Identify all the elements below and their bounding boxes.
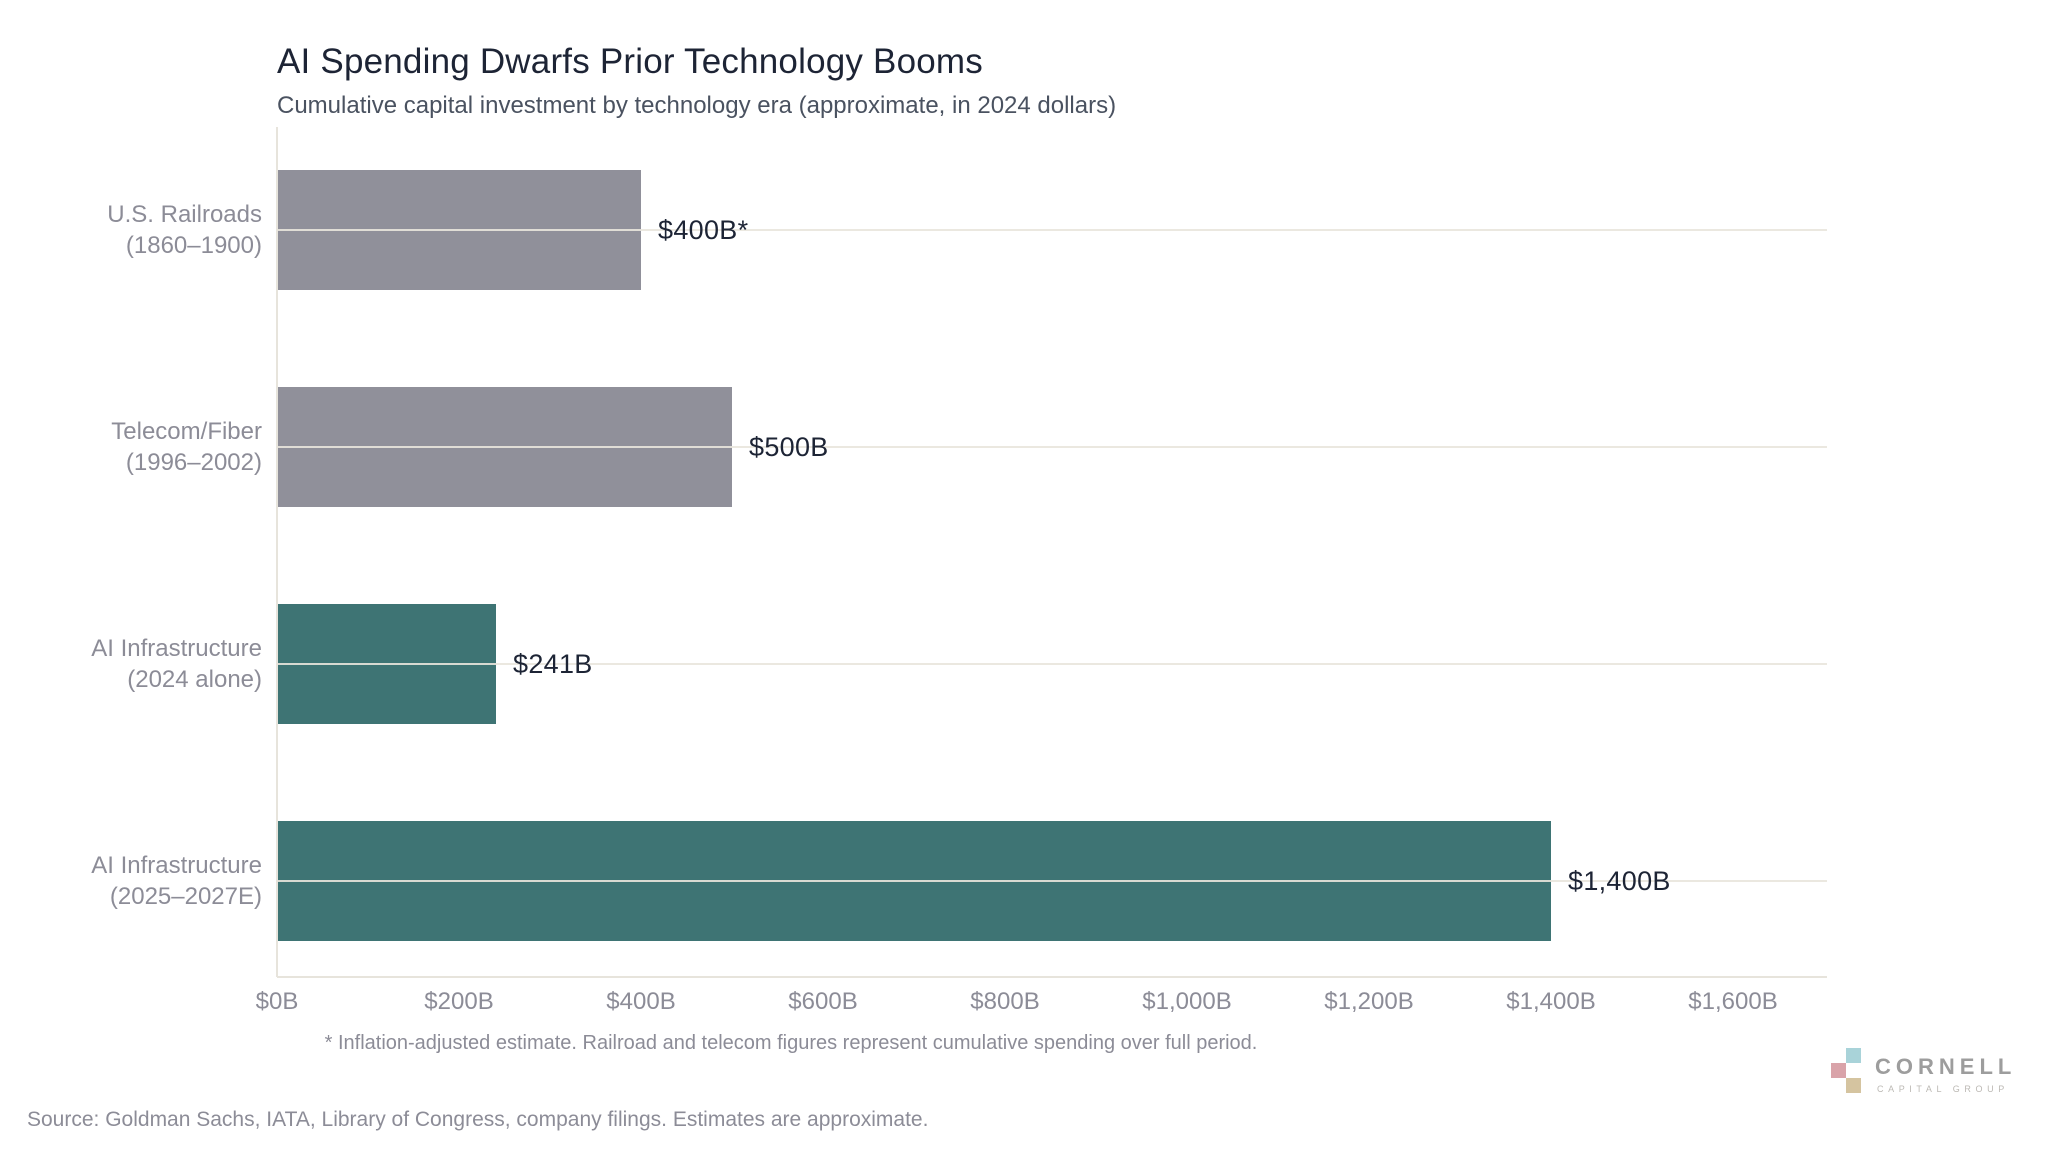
- logo-square-tan: [1846, 1078, 1861, 1093]
- x-axis-tick-label: $800B: [970, 988, 1040, 1015]
- category-label-line1: AI Infrastructure: [91, 635, 262, 662]
- category-label-line1: U.S. Railroads: [107, 201, 262, 228]
- logo-square-blue: [1846, 1048, 1861, 1063]
- category-label-line1: Telecom/Fiber: [111, 418, 262, 445]
- x-axis-tick-label: $1,600B: [1688, 988, 1778, 1015]
- x-axis-tick-label: $1,200B: [1324, 988, 1414, 1015]
- category-label: Telecom/Fiber (1996–2002): [0, 416, 262, 478]
- chart-title: AI Spending Dwarfs Prior Technology Boom…: [277, 42, 983, 81]
- logo-square-pink: [1831, 1063, 1846, 1078]
- x-axis-line: [277, 976, 1827, 978]
- category-label-line2: (1860–1900): [125, 232, 262, 259]
- category-label-line1: AI Infrastructure: [91, 852, 262, 879]
- source-attribution: Source: Goldman Sachs, IATA, Library of …: [27, 1108, 929, 1131]
- cornell-capital-logo: CORNELL CAPITAL GROUP: [1831, 1048, 2016, 1094]
- bar-value-label: $241B: [513, 648, 593, 679]
- gridline: [277, 229, 1827, 231]
- category-label-row: AI Infrastructure (2024 alone): [0, 604, 262, 724]
- gridline: [277, 880, 1827, 882]
- bar-value-label: $400B*: [658, 214, 749, 245]
- chart-subtitle: Cumulative capital investment by technol…: [277, 92, 1117, 119]
- x-axis-tick-label: $400B: [606, 988, 676, 1015]
- x-axis-tick-label: $1,000B: [1142, 988, 1232, 1015]
- bar-value-label: $1,400B: [1568, 865, 1671, 896]
- category-label: AI Infrastructure (2025–2027E): [0, 850, 262, 912]
- x-axis-tick-label: $600B: [788, 988, 858, 1015]
- category-label: AI Infrastructure (2024 alone): [0, 633, 262, 695]
- chart-footnote: * Inflation-adjusted estimate. Railroad …: [324, 1032, 1258, 1054]
- logo-text: CORNELL CAPITAL GROUP: [1875, 1048, 2016, 1094]
- logo-tagline: CAPITAL GROUP: [1877, 1084, 2009, 1094]
- logo-squares-icon: [1831, 1048, 1861, 1094]
- category-label-line2: (2025–2027E): [109, 883, 262, 910]
- y-axis-line: [276, 127, 278, 977]
- x-axis-tick-label: $0B: [255, 988, 299, 1015]
- gridline: [277, 446, 1827, 448]
- category-label-line2: (1996–2002): [125, 449, 262, 476]
- category-label-row: Telecom/Fiber (1996–2002): [0, 387, 262, 507]
- category-label: U.S. Railroads (1860–1900): [0, 199, 262, 261]
- gridline: [277, 663, 1827, 665]
- category-label-line2: (2024 alone): [127, 666, 262, 693]
- x-axis-tick-label: $1,400B: [1506, 988, 1596, 1015]
- bar-value-label: $500B: [749, 431, 829, 462]
- category-label-row: AI Infrastructure (2025–2027E): [0, 821, 262, 941]
- category-label-row: U.S. Railroads (1860–1900): [0, 170, 262, 290]
- logo-name: CORNELL: [1875, 1054, 2017, 1079]
- x-axis-tick-label: $200B: [424, 988, 494, 1015]
